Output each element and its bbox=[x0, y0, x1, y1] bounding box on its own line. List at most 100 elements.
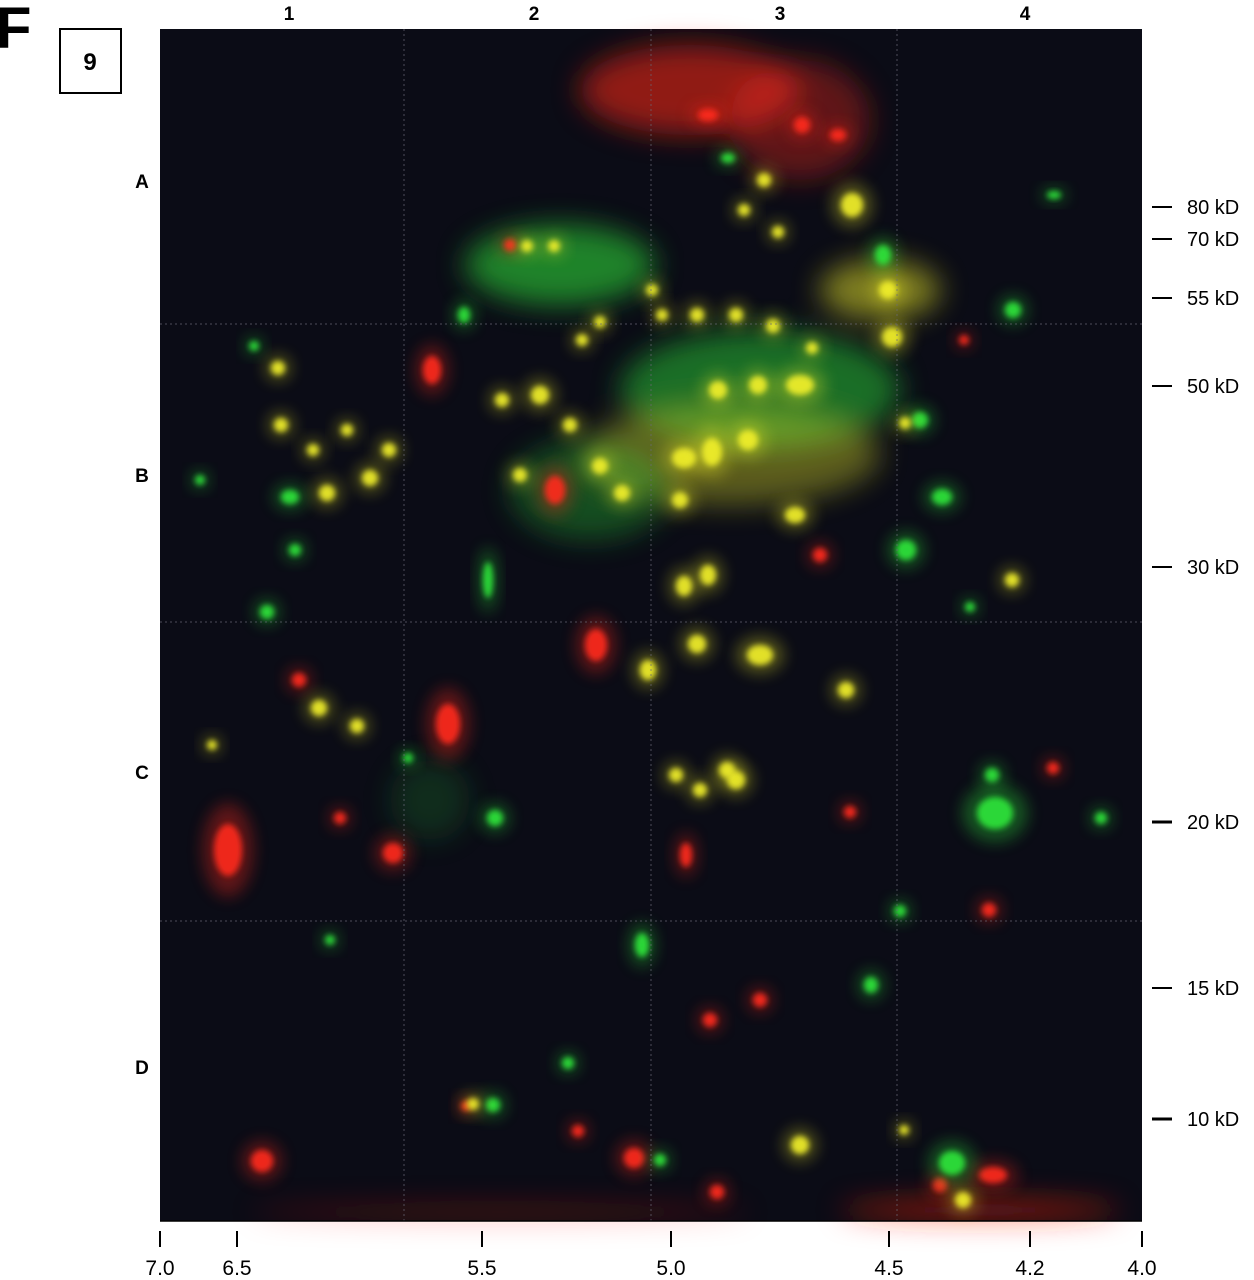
gel-spot bbox=[894, 905, 906, 917]
gel-spot bbox=[700, 565, 716, 585]
gel-spot bbox=[572, 1125, 584, 1137]
gel-spot bbox=[1047, 762, 1059, 774]
gel-spot bbox=[362, 470, 378, 486]
ph-tick-4-2: 4.2 bbox=[1015, 1257, 1044, 1280]
gel-spot bbox=[562, 1057, 574, 1069]
ph-tick-4-5: 4.5 bbox=[874, 1257, 903, 1280]
ph-tick-4-0: 4.0 bbox=[1127, 1257, 1156, 1280]
gel-spot bbox=[350, 719, 364, 733]
mw-markers: 80 kD 70 kD 55 kD 50 kD 30 kD 20 kD 15 k… bbox=[1152, 197, 1239, 1131]
row-label-b: B bbox=[135, 466, 149, 487]
gel-spot bbox=[698, 109, 718, 121]
gel-spot bbox=[709, 381, 727, 399]
gel-spot bbox=[467, 1098, 479, 1110]
panel-letter: F bbox=[0, 0, 31, 61]
gel-spot bbox=[311, 700, 327, 716]
ph-tick-5-0: 5.0 bbox=[656, 1257, 685, 1280]
gel-spot bbox=[719, 762, 735, 778]
gel-smear bbox=[465, 225, 655, 305]
gel-spot bbox=[690, 308, 704, 322]
gel-spot bbox=[753, 993, 767, 1007]
gel-spot bbox=[635, 933, 649, 957]
gel-spot bbox=[844, 806, 856, 818]
ph-axis: 7.0 6.5 5.5 5.0 4.5 4.2 4.0 bbox=[145, 1220, 1157, 1280]
column-label-3: 3 bbox=[775, 4, 786, 25]
gel-spot bbox=[271, 361, 285, 375]
gel-image bbox=[160, 29, 1142, 1221]
gel-spot bbox=[882, 327, 902, 347]
gel-smear bbox=[510, 440, 670, 540]
gel-spot bbox=[592, 458, 608, 474]
gel-spot bbox=[319, 485, 335, 501]
mw-marker-15: 15 kD bbox=[1187, 978, 1239, 1000]
gel-spot bbox=[214, 824, 242, 876]
gel-spot bbox=[1005, 573, 1019, 587]
gel-spot bbox=[195, 475, 205, 485]
row-label-d: D bbox=[135, 1058, 149, 1079]
gel-spot bbox=[423, 356, 441, 384]
gel-spot bbox=[545, 476, 565, 504]
mw-marker-10: 10 kD bbox=[1187, 1109, 1239, 1131]
gel-spot bbox=[1047, 191, 1061, 199]
gel-spot bbox=[766, 319, 780, 333]
gel-spot bbox=[672, 448, 696, 468]
gel-spot bbox=[486, 1098, 500, 1112]
gel-spot bbox=[585, 629, 607, 661]
gel-spot bbox=[932, 489, 952, 505]
gel-grid bbox=[160, 29, 1142, 1221]
gel-spot bbox=[693, 783, 707, 797]
mw-marker-80: 80 kD bbox=[1187, 197, 1239, 219]
gel-spot bbox=[806, 342, 818, 354]
gel-spot bbox=[403, 753, 413, 763]
gel-spot bbox=[985, 768, 999, 782]
gel-smear bbox=[250, 1206, 750, 1218]
gel-spot bbox=[521, 240, 533, 252]
gel-spot bbox=[624, 1148, 644, 1168]
gel-spot bbox=[738, 204, 750, 216]
mw-marker-30: 30 kD bbox=[1187, 557, 1239, 579]
gel-spot bbox=[458, 307, 470, 323]
gel-spot bbox=[794, 117, 810, 133]
gel-spot bbox=[830, 129, 846, 141]
ph-tick-7-0: 7.0 bbox=[145, 1257, 174, 1280]
gel-spot bbox=[1095, 812, 1107, 824]
gel-spot bbox=[864, 977, 878, 993]
gel-spot bbox=[896, 540, 916, 560]
gel-spot bbox=[325, 935, 335, 945]
gel-spot bbox=[899, 1125, 909, 1135]
gel-spot bbox=[251, 1150, 273, 1172]
gel-spot bbox=[791, 1136, 809, 1154]
gel-spot bbox=[436, 704, 460, 744]
gel-spot bbox=[383, 843, 403, 863]
gel-spot bbox=[260, 605, 274, 619]
row-labels: A B C D bbox=[135, 172, 149, 1079]
gel-spot bbox=[576, 334, 588, 346]
gel-spot bbox=[249, 341, 259, 351]
gel-spot bbox=[813, 548, 827, 562]
gel-number: 9 bbox=[83, 49, 96, 76]
column-labels: 1 2 3 4 bbox=[284, 4, 1031, 25]
gel-spot bbox=[772, 226, 784, 238]
gel-spot bbox=[702, 438, 722, 466]
gel-spot bbox=[680, 843, 692, 867]
gel-spot bbox=[563, 418, 577, 432]
gel-spot bbox=[495, 393, 509, 407]
mw-marker-50: 50 kD bbox=[1187, 376, 1239, 398]
gel-spot bbox=[899, 417, 911, 429]
gel-spot bbox=[738, 430, 758, 450]
gel-spot bbox=[912, 412, 928, 428]
gel-spot bbox=[676, 576, 692, 596]
gel-smear bbox=[840, 1200, 1120, 1220]
gel-spot bbox=[721, 153, 735, 163]
gel-spot bbox=[274, 418, 288, 432]
gel-spot bbox=[531, 386, 549, 404]
gel-spot bbox=[672, 492, 688, 508]
gel-spot bbox=[334, 812, 346, 824]
gel-spot bbox=[594, 316, 606, 328]
gel-spots bbox=[191, 104, 1112, 1215]
gel-spot bbox=[785, 507, 805, 523]
gel-spot bbox=[879, 281, 897, 299]
gel-spot bbox=[504, 239, 516, 251]
gel-spot bbox=[669, 768, 683, 782]
